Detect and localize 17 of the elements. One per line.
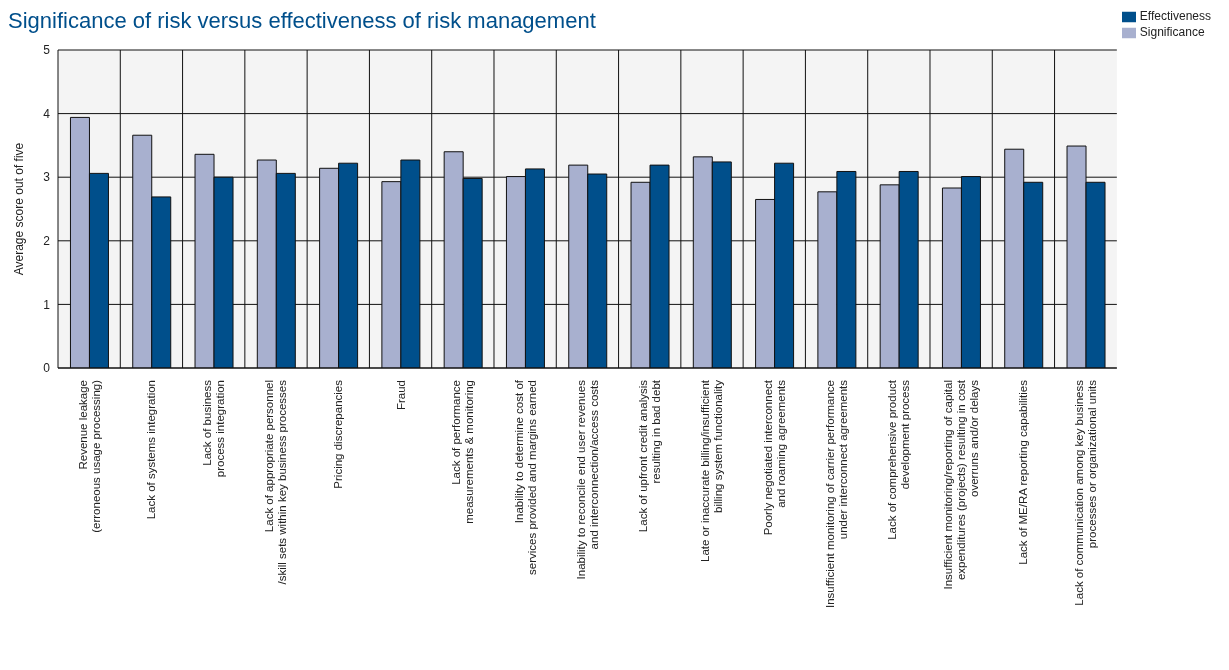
y-tick-label: 0 [43,361,51,376]
legend-label: Significance [1139,25,1205,39]
y-tick-label: 4 [43,106,51,121]
chart-title: Significance of risk versus effectiveness of risk management [8,8,596,33]
y-tick-label: 2 [43,234,51,249]
x-tick-label: Revenue leakage (erroneous usage processing) [76,379,102,533]
y-tick-label: 1 [43,297,51,312]
x-tick-label: Pricing discrepancies [332,379,345,489]
x-tick-label: Lack of systems integration [145,380,158,520]
x-tick-label: Lack of ME/RA reporting capabilities [1017,379,1030,565]
y-tick-label: 3 [43,170,51,185]
x-tick-label: Lack of business process integration [201,379,227,478]
x-tick-label: Fraud [394,380,407,411]
legend-label: Effectiveness [1139,9,1211,23]
x-tick-label: Lack of performance measurements & monitoring [450,380,476,524]
y-axis-title: Average score out of five [12,142,27,276]
y-tick-label: 5 [43,43,51,58]
